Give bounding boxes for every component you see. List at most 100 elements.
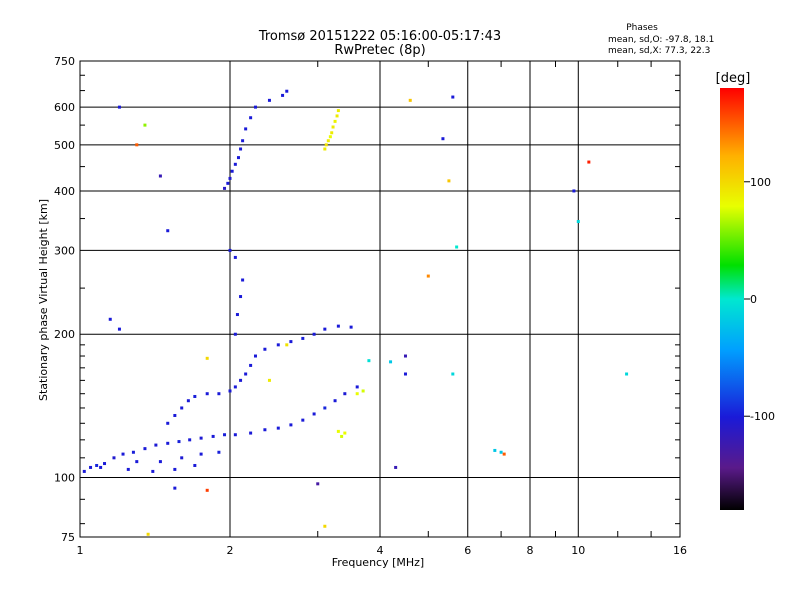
x-tick-label: 6	[464, 544, 471, 557]
y-axis-label: Stationary phase Virtual Height [km]	[37, 199, 50, 401]
x-tick-label: 4	[377, 544, 384, 557]
echo-point	[241, 278, 245, 282]
echo-point	[166, 421, 170, 425]
echo-point	[233, 255, 237, 259]
echo-point	[394, 465, 398, 469]
x-tick-label: 2	[227, 544, 234, 557]
echo-point	[336, 429, 340, 433]
y-tick-label: 75	[61, 531, 75, 544]
echo-point	[82, 469, 86, 473]
echo-point	[241, 139, 245, 143]
echo-point	[226, 181, 230, 185]
echo-point	[343, 392, 347, 396]
x-tick-label: 10	[571, 544, 585, 557]
echo-point	[217, 450, 221, 454]
y-tick-label: 500	[54, 139, 75, 152]
x-tick-label: 8	[527, 544, 534, 557]
chart-title: Tromsø 20151222 05:16:00-05:17:43	[258, 29, 501, 44]
y-tick-label: 400	[54, 185, 75, 198]
echo-point	[326, 139, 330, 143]
x-tick-label: 1	[77, 544, 84, 557]
echo-point	[205, 488, 209, 492]
echo-point	[154, 443, 158, 447]
echo-point	[121, 452, 125, 456]
echo-point	[625, 372, 629, 376]
echo-point	[205, 392, 209, 396]
echo-point	[112, 456, 116, 460]
echo-point	[349, 325, 353, 329]
echo-point	[180, 456, 184, 460]
echo-point	[447, 179, 451, 183]
echo-point	[253, 354, 257, 358]
echo-point	[336, 324, 340, 328]
echo-point	[188, 438, 192, 442]
echo-point	[336, 109, 340, 113]
echo-point	[281, 93, 285, 97]
echo-point	[199, 436, 203, 440]
echo-point	[158, 460, 162, 464]
grid	[80, 61, 680, 537]
y-axis-ticks: 75 100 200 300 400 500 600 750	[54, 55, 680, 544]
echo-point	[253, 105, 257, 109]
echo-point	[576, 220, 580, 224]
echo-point	[173, 413, 177, 417]
colorbar	[720, 88, 744, 510]
echo-point	[451, 372, 455, 376]
echo-point	[126, 467, 130, 471]
x-axis-ticks: 1 2 4 6 8 10 16	[77, 61, 687, 557]
echo-point	[316, 482, 320, 486]
echo-point	[403, 354, 407, 358]
echo-point	[263, 428, 267, 432]
echo-point	[493, 448, 497, 452]
echo-point	[451, 95, 455, 99]
echo-point	[276, 343, 280, 347]
echo-point	[333, 399, 337, 403]
y-tick-label: 200	[54, 328, 75, 341]
echo-point	[408, 98, 412, 102]
echo-point	[340, 434, 344, 438]
echo-point	[323, 406, 327, 410]
echo-point	[103, 462, 107, 466]
echo-point	[89, 465, 93, 469]
echo-point	[572, 189, 576, 193]
echo-point	[276, 426, 280, 430]
echo-point	[285, 89, 289, 93]
echo-point	[455, 245, 459, 249]
echo-point	[233, 433, 237, 437]
echo-point	[239, 378, 243, 382]
colorbar-tick-label: -100	[750, 410, 775, 423]
echo-point	[355, 392, 359, 396]
y-tick-label: 100	[54, 472, 75, 485]
x-axis-label: Frequency [MHz]	[332, 556, 424, 569]
echo-point	[233, 162, 237, 166]
echo-point	[587, 160, 591, 164]
echo-point	[99, 465, 103, 469]
echo-point	[301, 336, 305, 340]
echo-point	[166, 229, 170, 233]
echo-point	[233, 385, 237, 389]
echo-point	[233, 332, 237, 336]
colorbar-tick-label: 100	[750, 176, 771, 189]
echo-point	[335, 114, 339, 118]
echo-point	[289, 423, 293, 427]
echo-point	[186, 399, 190, 403]
echo-point	[244, 127, 248, 131]
echo-point	[228, 389, 232, 393]
echo-point	[441, 137, 445, 141]
echo-point	[249, 363, 253, 367]
echo-point	[285, 343, 289, 347]
colorbar-label: [deg]	[716, 71, 751, 86]
echo-point	[228, 176, 232, 180]
echo-point	[330, 131, 334, 135]
echo-point	[177, 440, 181, 444]
plot-frame	[79, 60, 681, 538]
y-tick-label: 600	[54, 101, 75, 114]
echo-point	[263, 347, 267, 351]
echo-point	[239, 147, 243, 151]
echo-point	[301, 418, 305, 422]
echo-point	[193, 463, 197, 467]
echo-point	[223, 433, 227, 437]
echo-point	[143, 123, 147, 127]
echo-point	[158, 174, 162, 178]
echo-point	[236, 156, 240, 160]
